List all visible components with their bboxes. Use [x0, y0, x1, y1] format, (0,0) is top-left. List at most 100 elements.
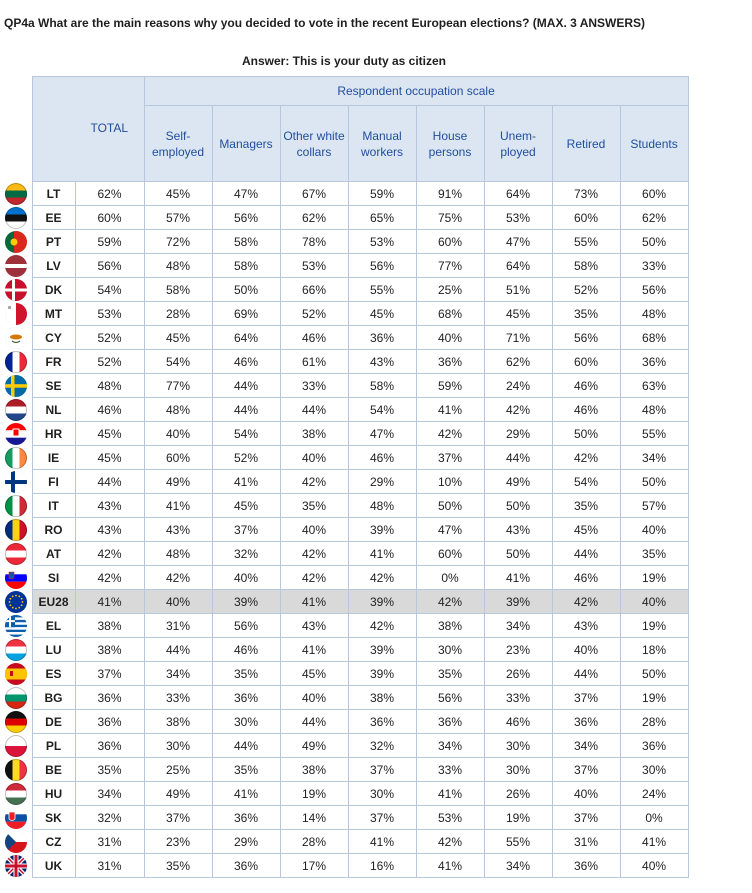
value-cell: 28% — [279, 829, 349, 854]
country-code: SK — [31, 805, 76, 830]
value-cell: 58% — [211, 253, 281, 278]
table-row: SK 32% 37% 36% 14% 37% 53% 19% 37% 0% — [0, 805, 689, 830]
value-cell: 47% — [347, 421, 417, 446]
table-row: LU 38% 44% 46% 41% 39% 30% 23% 40% 18% — [0, 637, 689, 662]
country-code: RO — [31, 517, 76, 542]
value-cell: 46% — [211, 637, 281, 662]
table-row: SE 48% 77% 44% 33% 58% 59% 24% 46% 63% — [0, 373, 689, 398]
value-cell: 19% — [279, 781, 349, 806]
total-cell: 42% — [74, 541, 145, 566]
value-cell: 34% — [483, 853, 553, 878]
table-row: AT 42% 48% 32% 42% 41% 60% 50% 44% 35% — [0, 541, 689, 566]
flag-icon — [4, 686, 27, 709]
total-cell: 46% — [74, 397, 145, 422]
column-header-line2: collars — [296, 144, 332, 159]
value-cell: 50% — [415, 493, 485, 518]
flag-cell — [0, 662, 32, 686]
column-header-line2: ployed — [500, 144, 536, 159]
value-cell: 53% — [347, 229, 417, 254]
value-cell: 46% — [483, 709, 553, 734]
country-code: HR — [31, 421, 76, 446]
flag-cell — [0, 350, 32, 374]
flag-cell — [0, 710, 32, 734]
value-cell: 41% — [143, 493, 213, 518]
flag-cell — [0, 374, 32, 398]
value-cell: 48% — [619, 397, 689, 422]
table-row: LT 62% 45% 47% 67% 59% 91% 64% 73% 60% — [0, 181, 689, 206]
flag-icon — [4, 494, 27, 517]
value-cell: 40% — [279, 445, 349, 470]
total-cell: 44% — [74, 469, 145, 494]
flag-icon — [4, 350, 27, 373]
value-cell: 57% — [143, 205, 213, 230]
value-cell: 43% — [143, 517, 213, 542]
column-header-line1: Unem- — [499, 128, 536, 143]
column-header: Managers — [211, 105, 281, 182]
total-cell: 36% — [74, 709, 145, 734]
table-row: PL 36% 30% 44% 49% 32% 34% 30% 34% 36% — [0, 733, 689, 758]
value-cell: 50% — [619, 229, 689, 254]
value-cell: 56% — [619, 277, 689, 302]
value-cell: 54% — [551, 469, 621, 494]
total-cell: 52% — [74, 325, 145, 350]
value-cell: 53% — [415, 805, 485, 830]
value-cell: 49% — [143, 781, 213, 806]
value-cell: 42% — [551, 445, 621, 470]
flag-icon — [4, 830, 27, 853]
value-cell: 61% — [279, 349, 349, 374]
value-cell: 68% — [415, 301, 485, 326]
value-cell: 35% — [211, 757, 281, 782]
table-row: HU 34% 49% 41% 19% 30% 41% 26% 40% 24% — [0, 781, 689, 806]
column-header-line2: persons — [428, 144, 472, 159]
total-cell: 41% — [74, 589, 145, 614]
country-code: PL — [31, 733, 76, 758]
table-row: FI 44% 49% 41% 42% 29% 10% 49% 54% 50% — [0, 469, 689, 494]
value-cell: 34% — [551, 733, 621, 758]
flag-cell — [0, 734, 32, 758]
value-cell: 16% — [347, 853, 417, 878]
country-code: NL — [31, 397, 76, 422]
value-cell: 28% — [619, 709, 689, 734]
flag-cell — [0, 302, 32, 326]
flag-cell — [0, 590, 32, 614]
value-cell: 36% — [211, 805, 281, 830]
total-cell: 38% — [74, 613, 145, 638]
value-cell: 33% — [279, 373, 349, 398]
country-code: PT — [31, 229, 76, 254]
value-cell: 38% — [415, 613, 485, 638]
value-cell: 69% — [211, 301, 281, 326]
value-cell: 36% — [211, 685, 281, 710]
value-cell: 42% — [483, 397, 553, 422]
value-cell: 33% — [143, 685, 213, 710]
value-cell: 40% — [279, 685, 349, 710]
value-cell: 46% — [551, 373, 621, 398]
value-cell: 56% — [347, 253, 417, 278]
value-cell: 32% — [347, 733, 417, 758]
flag-icon — [4, 326, 27, 349]
value-cell: 58% — [211, 229, 281, 254]
value-cell: 60% — [551, 349, 621, 374]
value-cell: 36% — [347, 325, 417, 350]
value-cell: 19% — [619, 565, 689, 590]
column-header-line1: Other white — [283, 128, 345, 143]
column-header-line1: Manual — [362, 128, 402, 143]
flag-icon — [4, 230, 27, 253]
value-cell: 37% — [347, 805, 417, 830]
value-cell: 57% — [619, 493, 689, 518]
value-cell: 45% — [483, 301, 553, 326]
value-cell: 63% — [619, 373, 689, 398]
flag-cell — [0, 422, 32, 446]
country-code: IE — [31, 445, 76, 470]
value-cell: 47% — [483, 229, 553, 254]
value-cell: 51% — [483, 277, 553, 302]
country-code: LU — [31, 637, 76, 662]
column-header: Unem-ployed — [483, 105, 553, 182]
value-cell: 25% — [143, 757, 213, 782]
value-cell: 41% — [211, 781, 281, 806]
value-cell: 44% — [143, 637, 213, 662]
results-table: TOTAL Respondent occupation scale Self-e… — [0, 76, 689, 878]
value-cell: 23% — [483, 637, 553, 662]
answer-label: Answer: This is your duty as citizen — [241, 54, 447, 68]
value-cell: 19% — [483, 805, 553, 830]
flag-icon — [4, 806, 27, 829]
